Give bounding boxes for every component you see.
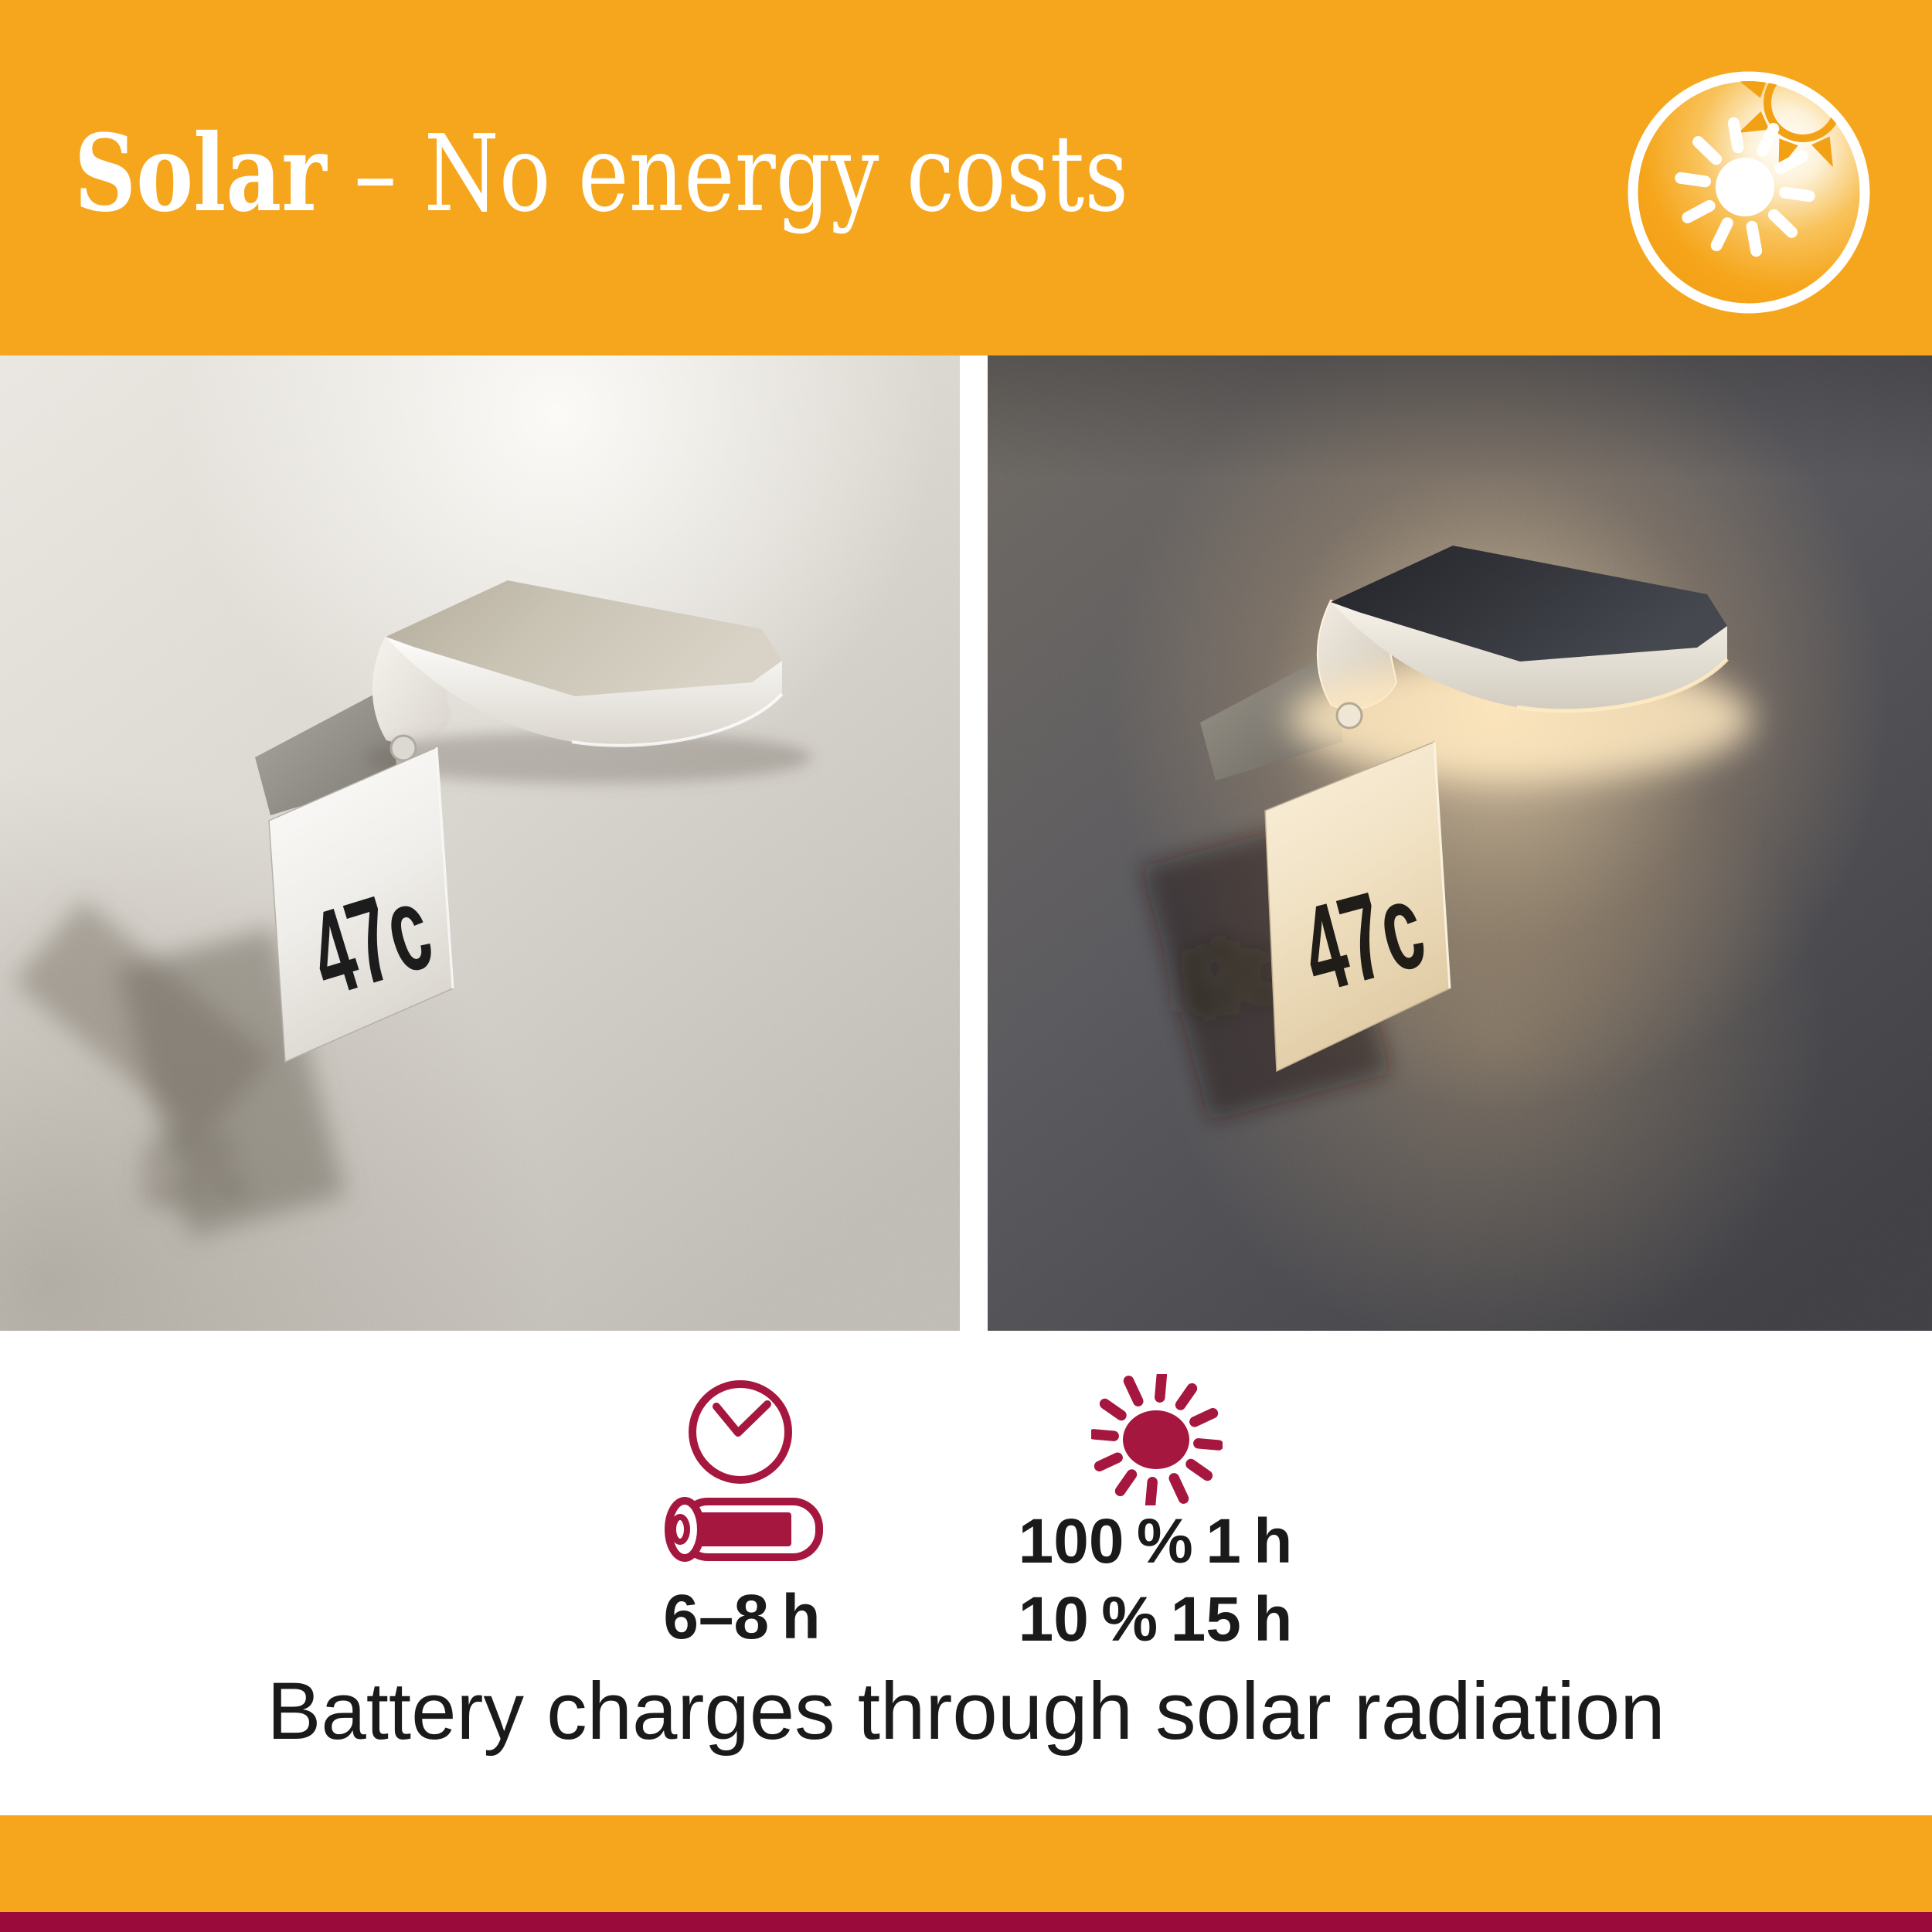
house-number-plate: 47c bbox=[1264, 740, 1451, 1073]
sun-in-circle-icon bbox=[1628, 71, 1870, 314]
house-number-plate: 47c bbox=[268, 746, 454, 1063]
footer-crimson-band bbox=[0, 1912, 1932, 1932]
charge-line-partial: 10 % 15 h bbox=[1018, 1584, 1293, 1655]
solar-panel bbox=[386, 580, 782, 696]
wall-texture bbox=[988, 355, 1932, 1331]
plate-hinge bbox=[389, 734, 417, 762]
wall-texture bbox=[0, 355, 960, 1331]
small-sun-icon bbox=[1675, 117, 1815, 257]
sun-icon bbox=[1091, 1374, 1223, 1505]
title-bold: Solar bbox=[74, 111, 327, 236]
photo-day: 47c 47c bbox=[0, 355, 960, 1331]
charge-line-full: 100 % 1 h bbox=[1018, 1506, 1293, 1577]
title-rest: – No energy costs bbox=[326, 113, 1129, 236]
lamp-head bbox=[363, 580, 811, 784]
header-band: Solar – No energy costs bbox=[0, 0, 1932, 355]
plate-hinge bbox=[1335, 702, 1363, 730]
lamp-head bbox=[1289, 546, 1753, 781]
page-title: Solar – No energy costs bbox=[74, 121, 1128, 227]
clock-icon bbox=[689, 1380, 792, 1484]
footer-orange-band bbox=[0, 1815, 1932, 1912]
battery-icon bbox=[665, 1497, 823, 1562]
battery-runtime-value: 6–8 h bbox=[663, 1582, 821, 1652]
solar-charge-values: 100 % 1 h 10 % 15 h bbox=[974, 1502, 1337, 1658]
photo-night: 47c 47c bbox=[988, 355, 1932, 1331]
caption: Battery charges through solar radiation bbox=[267, 1666, 1665, 1757]
solar-panel bbox=[1331, 546, 1727, 662]
wall-bracket bbox=[1200, 653, 1343, 781]
